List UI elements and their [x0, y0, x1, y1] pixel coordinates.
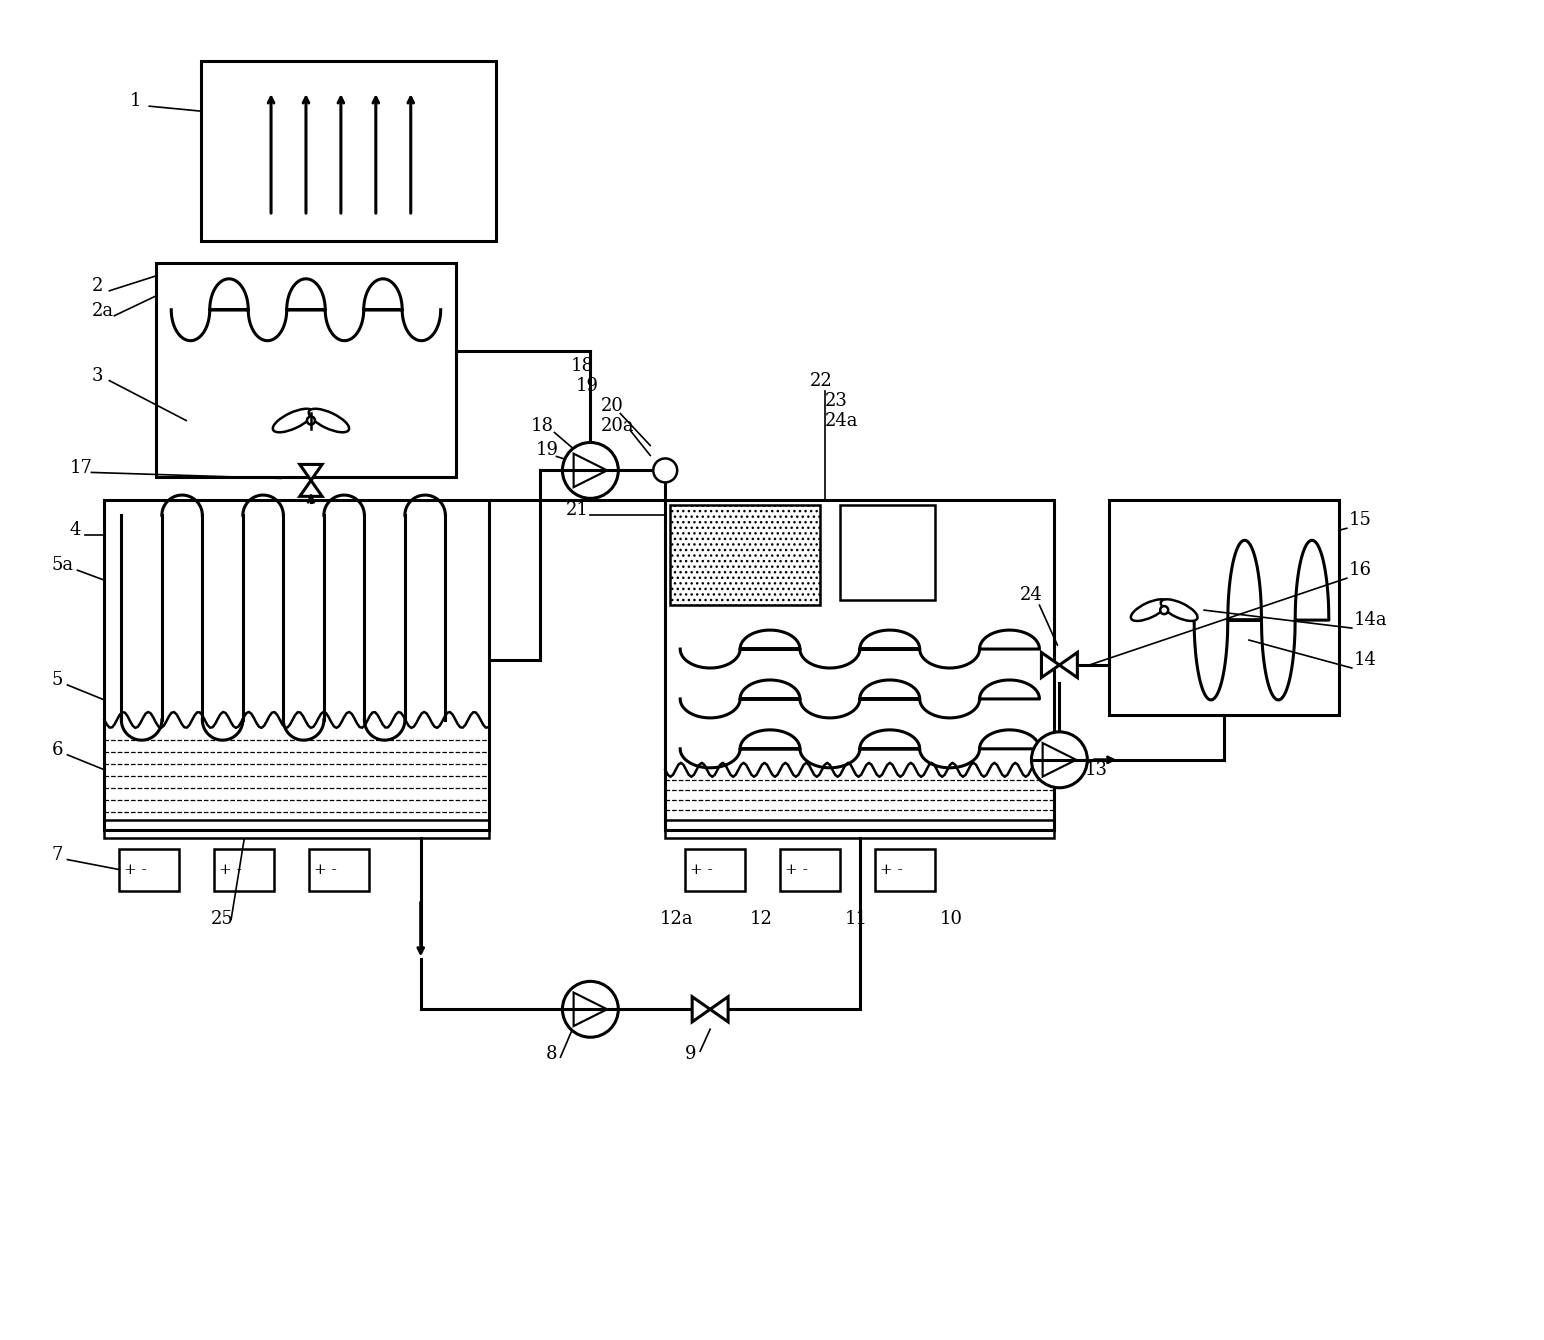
Text: 12: 12 [750, 910, 774, 929]
Circle shape [1160, 606, 1169, 614]
Bar [875, 848, 934, 891]
Polygon shape [574, 454, 607, 488]
Bar [670, 505, 820, 606]
Bar [105, 820, 488, 838]
Ellipse shape [1161, 599, 1198, 620]
Text: + -: + - [784, 863, 808, 876]
Text: 12a: 12a [661, 910, 693, 929]
Bar [665, 500, 1055, 829]
Text: 3: 3 [91, 367, 103, 385]
Text: 1: 1 [130, 92, 141, 110]
Bar [105, 500, 488, 829]
Text: 18: 18 [531, 417, 553, 434]
Text: + -: + - [880, 863, 903, 876]
Polygon shape [710, 997, 729, 1022]
Ellipse shape [309, 409, 349, 433]
Circle shape [562, 442, 618, 498]
Bar [665, 820, 1055, 838]
Bar [156, 263, 455, 477]
Text: 24: 24 [1019, 586, 1042, 604]
Text: 6: 6 [51, 741, 63, 758]
Text: + -: + - [690, 863, 713, 876]
Text: + -: + - [125, 863, 147, 876]
Text: 13: 13 [1084, 761, 1107, 779]
Text: 24a: 24a [824, 411, 858, 430]
Polygon shape [1059, 653, 1078, 678]
Text: 20a: 20a [601, 417, 635, 434]
Text: 22: 22 [811, 371, 832, 390]
Polygon shape [300, 481, 323, 496]
Text: 23: 23 [824, 391, 848, 410]
Bar [309, 848, 369, 891]
Circle shape [1031, 732, 1087, 788]
Bar [201, 62, 496, 241]
Text: 19: 19 [576, 377, 599, 394]
Polygon shape [1042, 744, 1076, 777]
Text: 21: 21 [565, 501, 588, 520]
Text: 25: 25 [212, 910, 233, 929]
Bar [686, 848, 746, 891]
Ellipse shape [1130, 599, 1167, 620]
Text: 10: 10 [940, 910, 962, 929]
Text: 11: 11 [845, 910, 868, 929]
Polygon shape [1042, 653, 1059, 678]
Polygon shape [574, 993, 607, 1026]
Text: 5a: 5a [51, 556, 74, 575]
Text: 18: 18 [570, 356, 593, 375]
Text: 16: 16 [1349, 561, 1371, 579]
Bar [1109, 500, 1339, 716]
Text: + -: + - [219, 863, 242, 876]
Bar [215, 848, 273, 891]
Text: 8: 8 [545, 1045, 557, 1063]
Text: 14: 14 [1354, 651, 1377, 669]
Ellipse shape [273, 409, 313, 433]
Circle shape [653, 458, 678, 482]
Circle shape [562, 981, 618, 1037]
Text: 19: 19 [536, 441, 559, 460]
Bar [840, 505, 934, 600]
Text: 9: 9 [686, 1045, 696, 1063]
Text: 14a: 14a [1354, 611, 1388, 628]
Text: 5: 5 [51, 671, 63, 689]
Text: 15: 15 [1349, 512, 1371, 529]
Polygon shape [300, 465, 323, 481]
Text: 7: 7 [51, 846, 63, 863]
Circle shape [307, 417, 315, 425]
Bar [780, 848, 840, 891]
Text: 4: 4 [69, 521, 80, 539]
Text: + -: + - [313, 863, 337, 876]
Text: 20: 20 [601, 397, 624, 414]
Polygon shape [692, 997, 710, 1022]
Text: 2a: 2a [91, 302, 114, 320]
Text: 2: 2 [91, 277, 103, 295]
Bar [119, 848, 179, 891]
Text: 17: 17 [69, 460, 93, 477]
